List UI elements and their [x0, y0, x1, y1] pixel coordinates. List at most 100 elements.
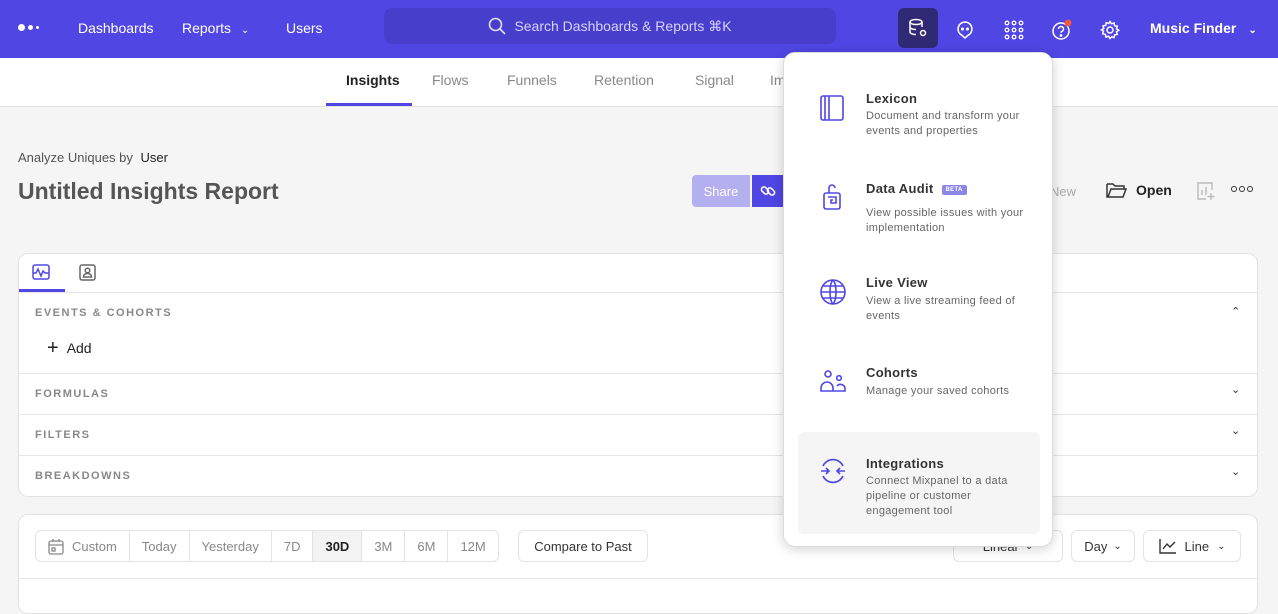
search-icon	[489, 17, 507, 35]
beta-badge: BETA	[941, 184, 967, 195]
chevron-down-icon[interactable]: ⌄	[1231, 384, 1241, 396]
chart-type-label: Line	[1184, 538, 1210, 554]
project-selector[interactable]: Music Finder ⌄	[1150, 20, 1257, 36]
share-button[interactable]: Share	[692, 175, 750, 207]
menu-item-description: View possible issues with your implement…	[866, 207, 1024, 234]
nav-reports[interactable]: Reports ⌄	[182, 20, 249, 36]
chat-button[interactable]	[945, 12, 985, 48]
chevron-down-icon[interactable]: ⌄	[1231, 466, 1241, 478]
chat-icon	[957, 21, 973, 40]
chart-panel	[18, 514, 1258, 614]
calendar-icon	[48, 538, 64, 555]
new-button[interactable]: New	[1050, 184, 1077, 199]
chevron-down-icon: ⌄	[240, 25, 250, 36]
interval-label: Day	[1084, 538, 1108, 554]
users-tab[interactable]	[79, 264, 96, 286]
chevron-up-icon[interactable]: ⌄	[1231, 304, 1241, 316]
range-custom[interactable]: Custom	[36, 531, 130, 561]
integrations-icon	[821, 458, 845, 484]
tab-retention[interactable]: Retention	[594, 72, 654, 88]
range-yesterday[interactable]: Yesterday	[190, 531, 272, 561]
add-chart-icon	[1197, 182, 1215, 200]
settings-button[interactable]	[1090, 12, 1130, 48]
range-12m[interactable]: 12M	[460, 538, 486, 554]
menu-item-title: Cohorts	[866, 365, 918, 380]
section-filters[interactable]: FILTERS	[35, 429, 91, 441]
help-icon	[1052, 19, 1072, 40]
compare-to-past-button[interactable]: Compare to Past	[518, 530, 648, 562]
data-management-menu: Lexicon Document and transform your even…	[783, 52, 1053, 547]
open-button[interactable]: Open	[1106, 181, 1172, 199]
active-panel-tab-indicator	[19, 289, 65, 292]
analyze-value-selector[interactable]: User	[140, 150, 168, 165]
range-6m[interactable]: 6M	[405, 531, 449, 561]
activity-icon	[32, 264, 50, 280]
divider	[19, 292, 1257, 293]
menu-item-title: Data Audit	[866, 181, 934, 196]
menu-item-cohorts[interactable]: Cohorts Manage your saved cohorts	[798, 357, 1040, 417]
nav-dashboards[interactable]: Dashboards	[78, 20, 154, 36]
divider	[19, 455, 1257, 456]
user-profile-icon	[79, 264, 96, 281]
plus-icon: +	[47, 337, 59, 359]
globe-icon	[820, 279, 846, 305]
range-3m[interactable]: 3M	[362, 531, 406, 561]
chart-type-selector[interactable]: Line ⌄	[1143, 530, 1241, 562]
chevron-down-icon: ⌄	[1217, 540, 1226, 552]
chevron-down-icon[interactable]: ⌄	[1231, 425, 1241, 437]
logo-icon[interactable]	[18, 24, 39, 31]
menu-item-live-view[interactable]: Live View View a live streaming feed of …	[798, 265, 1040, 335]
section-events-cohorts[interactable]: EVENTS & COHORTS	[35, 307, 173, 319]
more-options-button[interactable]	[1231, 186, 1253, 192]
settings-icon	[1100, 20, 1120, 40]
section-breakdowns[interactable]: BREAKDOWNS	[35, 470, 132, 482]
help-button[interactable]	[1042, 12, 1082, 48]
add-event-button[interactable]: + Add	[47, 337, 92, 359]
divider	[19, 414, 1257, 415]
analyze-label: Analyze Uniques by	[18, 150, 133, 165]
interval-selector[interactable]: Day ⌄	[1071, 530, 1135, 562]
menu-item-description: Document and transform your events and p…	[866, 110, 1020, 137]
report-title[interactable]: Untitled Insights Report	[18, 178, 279, 204]
nav-users[interactable]: Users	[286, 20, 323, 36]
line-chart-icon	[1158, 539, 1176, 554]
book-icon	[820, 95, 844, 121]
menu-item-title: Live View	[866, 275, 928, 290]
tab-funnels[interactable]: Funnels	[507, 72, 557, 88]
copy-link-button[interactable]	[752, 175, 784, 207]
range-label: Custom	[72, 538, 117, 554]
range-today[interactable]: Today	[130, 531, 190, 561]
more-icon	[1231, 186, 1253, 192]
add-to-dashboard-button[interactable]	[1196, 181, 1216, 206]
range-30d[interactable]: 30D	[313, 531, 363, 561]
report-type-tabs: Insights Flows Funnels Retention Signal …	[0, 58, 1278, 107]
search-input[interactable]: Search Dashboards & Reports ⌘K	[384, 8, 836, 44]
menu-item-data-audit[interactable]: Data Audit BETA View possible issues with…	[798, 171, 1040, 241]
chevron-down-icon: ⌄	[1113, 540, 1122, 552]
search-placeholder: Search Dashboards & Reports ⌘K	[514, 17, 732, 34]
tab-flows[interactable]: Flows	[432, 72, 469, 88]
users-icon	[820, 370, 846, 392]
divider	[19, 373, 1257, 374]
menu-item-description: View a live streaming feed of events	[866, 295, 1016, 322]
divider	[18, 578, 1258, 579]
top-bar: Dashboards Reports ⌄ Users Search Dashbo…	[0, 0, 1278, 58]
menu-item-title: Integrations	[866, 456, 944, 471]
link-icon	[760, 186, 776, 196]
apps-button[interactable]	[994, 12, 1034, 48]
active-tab-indicator	[326, 103, 412, 106]
open-label: Open	[1136, 182, 1172, 198]
range-7d[interactable]: 7D	[272, 531, 314, 561]
chevron-down-icon: ⌄	[1248, 25, 1257, 36]
analyze-by: Analyze Uniques by User	[18, 150, 168, 165]
menu-item-integrations[interactable]: Integrations Connect Mixpanel to a data …	[798, 432, 1040, 534]
metrics-tab[interactable]	[32, 264, 50, 285]
menu-item-description: Connect Mixpanel to a data pipeline or c…	[866, 475, 1008, 517]
menu-item-lexicon[interactable]: Lexicon Document and transform your even…	[798, 83, 1040, 153]
tab-insights[interactable]: Insights	[346, 72, 400, 88]
tab-signal[interactable]: Signal	[695, 72, 734, 88]
section-formulas[interactable]: FORMULAS	[35, 388, 110, 400]
apps-grid-icon	[1004, 20, 1024, 40]
data-management-button[interactable]	[898, 8, 938, 48]
menu-item-title: Lexicon	[866, 91, 918, 106]
